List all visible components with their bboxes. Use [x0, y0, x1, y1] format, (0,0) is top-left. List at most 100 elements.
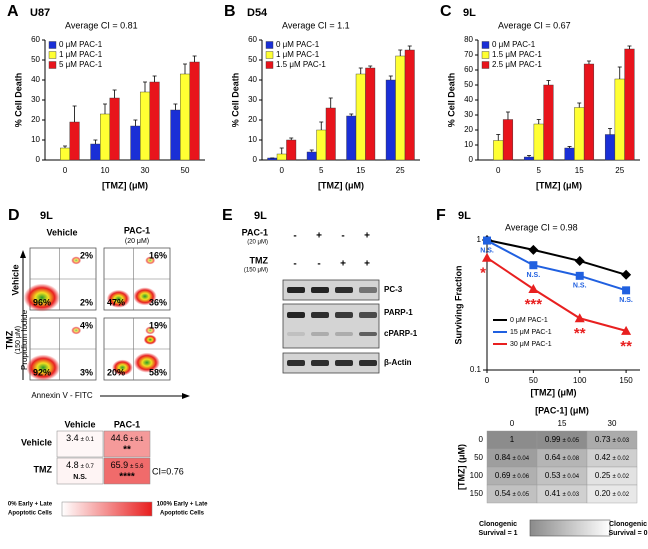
bar [170, 109, 181, 161]
legend-label: 0% Early + Late [8, 502, 53, 508]
legend-swatch [48, 51, 57, 59]
cell-population [143, 334, 157, 345]
x-tick-label: 50 [529, 376, 538, 385]
dose: (150 μM) [15, 326, 22, 354]
significance: *** [525, 296, 543, 313]
arrowhead [20, 250, 26, 258]
mean: 0.69 [495, 471, 511, 480]
band [287, 287, 305, 293]
error-bar [173, 103, 178, 110]
y-label: Surviving Fraction [453, 265, 463, 344]
cell-population [133, 287, 157, 306]
mean: 0.42 [595, 453, 611, 462]
bar [624, 48, 635, 161]
y-tick-label: 50 [464, 80, 473, 89]
bar [614, 78, 625, 161]
cell-value: 0.99 ± 0.05 [545, 435, 580, 444]
dose: (150 μM) [244, 268, 268, 274]
y-tick-label: 60 [464, 65, 473, 74]
annotation: CI=0.76 [152, 466, 184, 476]
y-tick-label: 70 [464, 50, 473, 59]
band [335, 360, 353, 366]
legend-label: 1.5 μM PAC-1 [276, 60, 326, 69]
y-tick-label: 0 [253, 155, 258, 164]
x-tick-label: 5 [537, 166, 542, 175]
bar [543, 84, 554, 161]
x-tick-label: 0 [63, 166, 68, 175]
sd: ± 0.06 [512, 474, 529, 480]
x-tick-label: 15 [356, 166, 365, 175]
legend-label: 2.5 μM PAC-1 [492, 60, 542, 69]
band [311, 332, 329, 336]
sign: - [341, 231, 344, 242]
panel-letter: D [8, 207, 20, 224]
error-bar [536, 119, 541, 124]
bar [189, 61, 200, 161]
panel-letter: F [436, 207, 446, 224]
y-tick-label: 40 [464, 95, 473, 104]
legend-label: 15 μM PAC-1 [510, 329, 552, 336]
line [486, 256, 627, 332]
error-bar [527, 155, 532, 157]
mean: 0.41 [545, 489, 561, 498]
bar [90, 143, 101, 161]
bar [69, 121, 80, 161]
bar [306, 151, 317, 161]
cell-value: 44.6 ± 6.1 [111, 433, 144, 443]
chart-title: D54 [247, 7, 268, 19]
sd: ± 0.02 [612, 456, 629, 462]
y-tick-label: 50 [248, 55, 257, 64]
row-header: 150 [470, 489, 484, 498]
row-title: [TMZ] (μM) [456, 444, 466, 490]
band-label: PARP-1 [384, 308, 413, 317]
chart-title: 9L [463, 7, 476, 19]
legend-label: 0 μM PAC-1 [59, 40, 103, 49]
error-bar [93, 139, 98, 144]
annotation: Average CI = 0.98 [505, 222, 578, 232]
bar [604, 134, 616, 161]
error-bar [546, 80, 551, 85]
error-bar [72, 105, 77, 122]
error-bar [289, 137, 294, 140]
y-tick-label: 60 [248, 35, 257, 44]
cell-value: 0.53 ± 0.04 [545, 471, 580, 480]
row-header: 0 [479, 435, 484, 444]
sd: ± 0.05 [512, 492, 529, 498]
y-label: % Cell Death [13, 73, 23, 128]
band [335, 312, 353, 318]
x-tick-label: 0 [280, 166, 285, 175]
row-header: TMZ [4, 330, 14, 349]
mean: 0.53 [545, 471, 561, 480]
cell-value: 0.69 ± 0.06 [495, 471, 530, 480]
legend-gradient [61, 501, 153, 517]
mean: 0.20 [595, 489, 611, 498]
y-tick-label: 0 [469, 155, 474, 164]
dose: (20 μM) [247, 240, 268, 246]
band-label: cPARP-1 [384, 329, 418, 338]
legend-swatch [48, 61, 57, 69]
marker [528, 244, 539, 255]
error-bar [133, 119, 138, 126]
mean: 0.25 [595, 471, 611, 480]
significance: N.S. [619, 297, 633, 304]
cell-value: 0.54 ± 0.05 [495, 489, 530, 498]
legend-swatch [265, 61, 274, 69]
sd: ± 0.04 [562, 474, 579, 480]
bar [395, 55, 406, 161]
column-header: Vehicle [46, 227, 77, 237]
column-header: PAC-1 [114, 419, 140, 429]
cell-value: 3.4 ± 0.1 [66, 433, 94, 443]
marker [574, 255, 585, 266]
bar [493, 140, 504, 161]
heat-cell [103, 457, 151, 485]
cell-population [106, 289, 131, 308]
treatment: PAC-1 [242, 227, 268, 237]
blot [282, 279, 380, 301]
row-header: TMZ [34, 464, 53, 474]
sd: ± 0.03 [612, 438, 629, 444]
error-bar [627, 45, 632, 49]
y-tick-label: 1 [477, 235, 482, 244]
row-header: 100 [470, 471, 484, 480]
cell-value: 0.41 ± 0.03 [545, 489, 580, 498]
